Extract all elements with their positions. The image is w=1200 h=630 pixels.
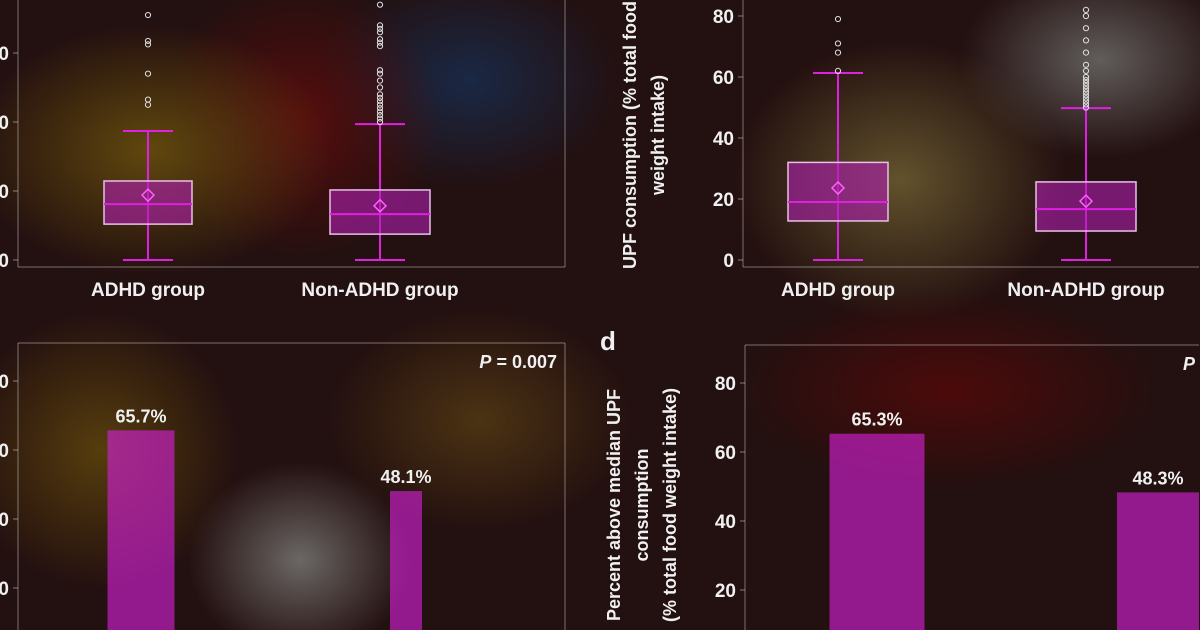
bar <box>390 491 422 630</box>
p-value-annotation: P <box>1183 354 1196 374</box>
y-axis-label: consumption <box>632 449 652 562</box>
outlier-point <box>1082 104 1090 111</box>
y-axis-label: Percent above median UPF <box>604 389 624 621</box>
outlier-point <box>1082 25 1090 32</box>
outlier-point <box>376 112 384 119</box>
outlier-point <box>1082 101 1090 108</box>
mean-marker <box>140 188 156 203</box>
box-iqr <box>103 180 193 225</box>
outlier-point <box>376 115 384 122</box>
outlier-point <box>376 91 384 98</box>
p-value-annotation: P = 0.007 <box>479 352 557 372</box>
y-tick-label: 60 <box>713 68 734 89</box>
bar-data-label: 65.3% <box>851 410 902 430</box>
outlier-point <box>1082 95 1090 102</box>
bar <box>107 430 175 630</box>
bar-data-label: 65.7% <box>115 406 166 426</box>
outlier-point <box>144 37 152 45</box>
y-tick-label: 80 <box>713 7 734 28</box>
outlier-point <box>1082 76 1090 84</box>
mean-marker <box>830 180 846 196</box>
y-tick-label: 60 <box>715 443 736 464</box>
outlier-point <box>144 11 152 19</box>
outlier-point <box>1082 98 1090 105</box>
y-tick-label: 40 <box>715 512 736 533</box>
outlier-point <box>376 25 384 32</box>
x-category-label: ADHD group <box>91 280 205 301</box>
outlier-point <box>1082 6 1090 13</box>
panel-label: d <box>600 326 616 356</box>
y-tick-label: 20 <box>715 581 736 602</box>
y-tick-label: 20 <box>0 182 9 203</box>
y-axis-label: (% total food weight intake) <box>660 388 680 622</box>
outlier-point <box>376 29 384 36</box>
y-tick-label: 20 <box>713 190 734 211</box>
bar <box>1117 492 1199 630</box>
y-axis-label: UPF consumption (% total food <box>620 1 640 269</box>
y-tick-label: 40 <box>0 113 9 134</box>
y-tick-label: 60 <box>0 44 9 65</box>
outlier-point <box>376 105 384 112</box>
outlier-point <box>1082 80 1090 87</box>
bar-data-label: 48.3% <box>1132 468 1183 488</box>
y-tick-label: 40 <box>713 129 734 150</box>
y-axis-label: weight intake) <box>648 75 668 196</box>
y-tick-label: 60 <box>0 441 9 462</box>
outlier-point <box>1082 37 1090 44</box>
bar <box>829 433 925 630</box>
y-tick-label: 20 <box>0 579 9 600</box>
mean-marker <box>1078 194 1094 209</box>
outlier-point <box>376 1 384 8</box>
outlier-point <box>1082 83 1090 90</box>
outlier-point <box>376 70 384 77</box>
y-tick-label: 80 <box>0 372 9 393</box>
outlier-point <box>376 67 384 74</box>
outlier-point <box>1082 92 1090 99</box>
outlier-point <box>376 22 384 29</box>
outlier-point <box>144 96 152 103</box>
outlier-point <box>144 101 152 108</box>
outlier-point <box>376 39 384 46</box>
outlier-point <box>376 108 384 115</box>
bar-data-label: 48.1% <box>380 467 431 487</box>
outlier-point <box>376 36 384 43</box>
outlier-point <box>376 84 384 91</box>
box-iqr <box>787 161 889 222</box>
x-category-label: Non-ADHD group <box>301 280 458 301</box>
outlier-point <box>1082 86 1090 93</box>
outlier-point <box>376 98 384 105</box>
y-tick-label: 0 <box>723 251 734 272</box>
outlier-point <box>376 94 384 101</box>
outlier-point <box>376 77 384 84</box>
y-tick-label: 0 <box>0 251 9 272</box>
outlier-point <box>376 43 384 50</box>
x-category-label: ADHD group <box>781 280 895 301</box>
outlier-point <box>144 70 152 77</box>
outlier-point <box>144 41 152 48</box>
outlier-point <box>1082 49 1090 56</box>
outlier-point <box>1082 67 1090 75</box>
outlier-point <box>1082 61 1090 68</box>
outlier-point <box>1082 73 1090 81</box>
outlier-point <box>1082 89 1090 96</box>
outlier-point <box>1082 12 1090 20</box>
x-category-label: Non-ADHD group <box>1007 280 1164 301</box>
mean-marker <box>372 198 388 213</box>
outlier-point <box>376 101 384 108</box>
outlier-point <box>834 15 842 23</box>
outlier-point <box>834 49 842 56</box>
y-tick-label: 80 <box>715 374 736 395</box>
outlier-point <box>834 40 842 47</box>
y-tick-label: 40 <box>0 510 9 531</box>
outlier-point <box>376 118 384 126</box>
outlier-point <box>834 67 842 75</box>
